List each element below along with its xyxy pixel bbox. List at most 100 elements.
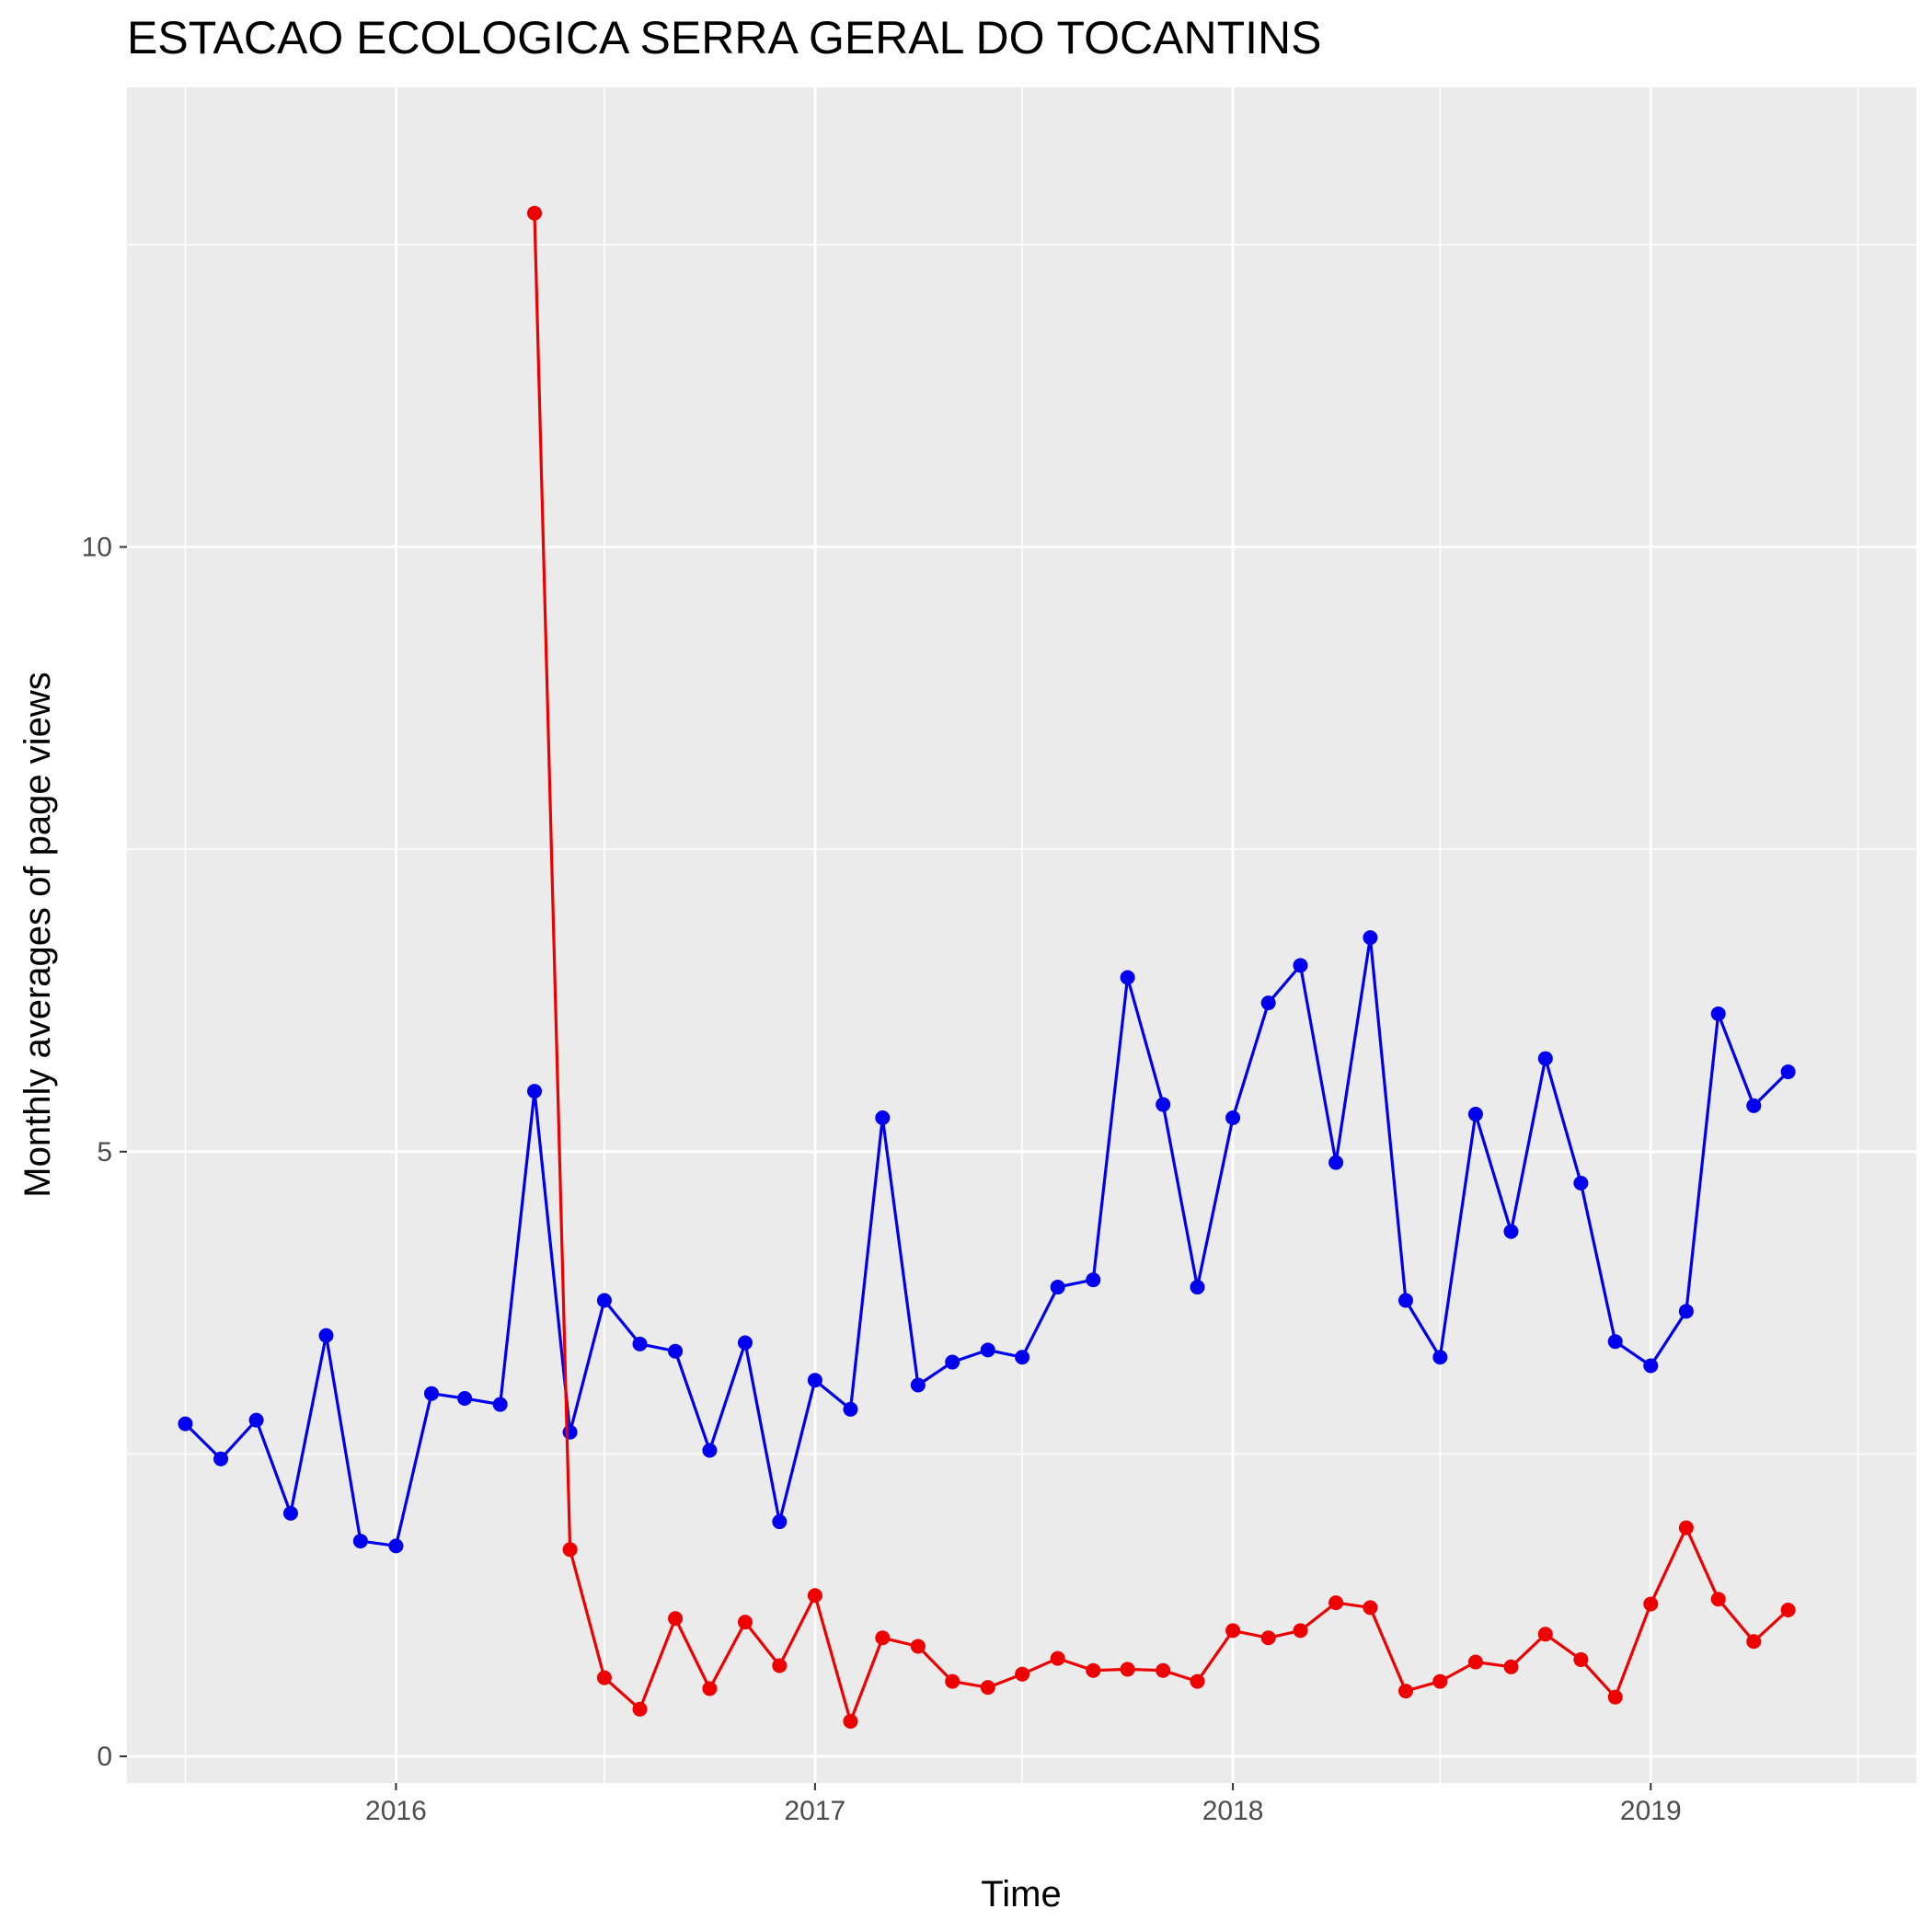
data-point xyxy=(457,1390,473,1406)
data-point xyxy=(807,1373,822,1388)
data-point xyxy=(1710,1592,1726,1607)
data-point xyxy=(1156,1097,1171,1112)
data-point xyxy=(1537,1627,1553,1642)
data-point xyxy=(527,205,543,221)
data-point xyxy=(1710,1006,1726,1021)
data-point xyxy=(980,1680,995,1696)
data-point xyxy=(1120,1662,1135,1677)
data-point xyxy=(1015,1666,1030,1682)
data-point xyxy=(632,1336,648,1351)
data-point xyxy=(1050,1650,1065,1666)
data-point xyxy=(562,1424,578,1440)
data-point xyxy=(1120,970,1135,985)
data-point xyxy=(1328,1595,1344,1611)
y-axis: 0 5 10 xyxy=(82,533,127,1772)
data-point xyxy=(1260,1630,1276,1646)
data-point xyxy=(1643,1358,1659,1374)
y-tick-label: 5 xyxy=(97,1137,112,1167)
data-point xyxy=(843,1401,858,1417)
data-point xyxy=(424,1386,440,1401)
data-point xyxy=(388,1538,404,1554)
data-point xyxy=(1050,1280,1065,1295)
data-point xyxy=(910,1639,926,1654)
data-point xyxy=(1190,1673,1205,1689)
data-point xyxy=(1225,1110,1241,1125)
data-point xyxy=(1156,1662,1171,1678)
data-point xyxy=(668,1611,684,1627)
data-point xyxy=(1573,1651,1589,1667)
data-point xyxy=(1780,1603,1796,1618)
data-point xyxy=(527,1084,543,1099)
data-point xyxy=(1643,1596,1659,1612)
data-point xyxy=(1328,1155,1344,1170)
data-point xyxy=(1678,1304,1694,1319)
data-point xyxy=(248,1412,264,1428)
data-point xyxy=(1293,1623,1308,1639)
data-point xyxy=(352,1534,368,1549)
minor-gridlines xyxy=(127,87,1916,1783)
series-2 xyxy=(527,205,1796,1729)
x-tick-label: 2019 xyxy=(1620,1796,1682,1826)
y-tick-label: 0 xyxy=(97,1742,112,1772)
data-point xyxy=(1503,1659,1519,1674)
data-point xyxy=(1607,1689,1623,1705)
data-point xyxy=(772,1514,788,1530)
data-point xyxy=(1363,1600,1378,1616)
data-point xyxy=(875,1630,891,1646)
data-point xyxy=(737,1615,753,1630)
data-point xyxy=(1432,1673,1448,1689)
data-point xyxy=(1678,1520,1694,1535)
data-point xyxy=(702,1443,718,1458)
data-point xyxy=(632,1701,648,1717)
y-axis-title: Monthly averages of page views xyxy=(17,672,58,1197)
data-point xyxy=(1363,930,1378,946)
data-point xyxy=(980,1342,995,1358)
data-point xyxy=(1537,1051,1553,1066)
data-point xyxy=(1086,1272,1101,1288)
y-tick-label: 10 xyxy=(82,533,112,563)
data-point xyxy=(282,1505,298,1521)
data-point xyxy=(1225,1623,1241,1639)
x-axis-title: Time xyxy=(981,1874,1061,1915)
data-point xyxy=(1746,1098,1762,1113)
data-point xyxy=(945,1673,960,1689)
data-point xyxy=(875,1110,891,1125)
data-point xyxy=(945,1354,960,1370)
data-point xyxy=(1467,1654,1483,1670)
data-point xyxy=(562,1542,578,1558)
x-tick-label: 2016 xyxy=(365,1796,427,1826)
series-layer xyxy=(178,205,1796,1729)
data-point xyxy=(1190,1280,1205,1295)
data-point xyxy=(807,1588,822,1604)
x-axis: 2016 2017 2018 2019 xyxy=(365,1783,1682,1826)
chart-title: ESTACAO ECOLOGICA SERRA GERAL DO TOCANTI… xyxy=(127,12,1321,63)
data-point xyxy=(668,1343,684,1359)
data-point xyxy=(1573,1175,1589,1190)
data-point xyxy=(1086,1662,1101,1678)
data-point xyxy=(1397,1684,1413,1699)
data-point xyxy=(178,1416,193,1432)
data-point xyxy=(1260,995,1276,1011)
data-point xyxy=(1467,1107,1483,1122)
data-point xyxy=(1015,1350,1030,1365)
data-point xyxy=(702,1681,718,1696)
data-point xyxy=(843,1713,858,1729)
data-point xyxy=(737,1335,753,1351)
data-point xyxy=(1503,1224,1519,1239)
data-point xyxy=(596,1293,612,1308)
x-tick-label: 2017 xyxy=(785,1796,846,1826)
major-gridlines xyxy=(127,87,1916,1783)
data-point xyxy=(910,1377,926,1393)
data-point xyxy=(1746,1634,1762,1650)
data-point xyxy=(318,1328,334,1343)
data-point xyxy=(492,1397,508,1412)
data-point xyxy=(1780,1064,1796,1080)
data-point xyxy=(1293,958,1308,973)
data-point xyxy=(772,1658,788,1673)
data-point xyxy=(213,1451,229,1466)
x-tick-label: 2018 xyxy=(1202,1796,1264,1826)
data-point xyxy=(1397,1293,1413,1308)
data-point xyxy=(1432,1350,1448,1365)
data-point xyxy=(596,1670,612,1685)
